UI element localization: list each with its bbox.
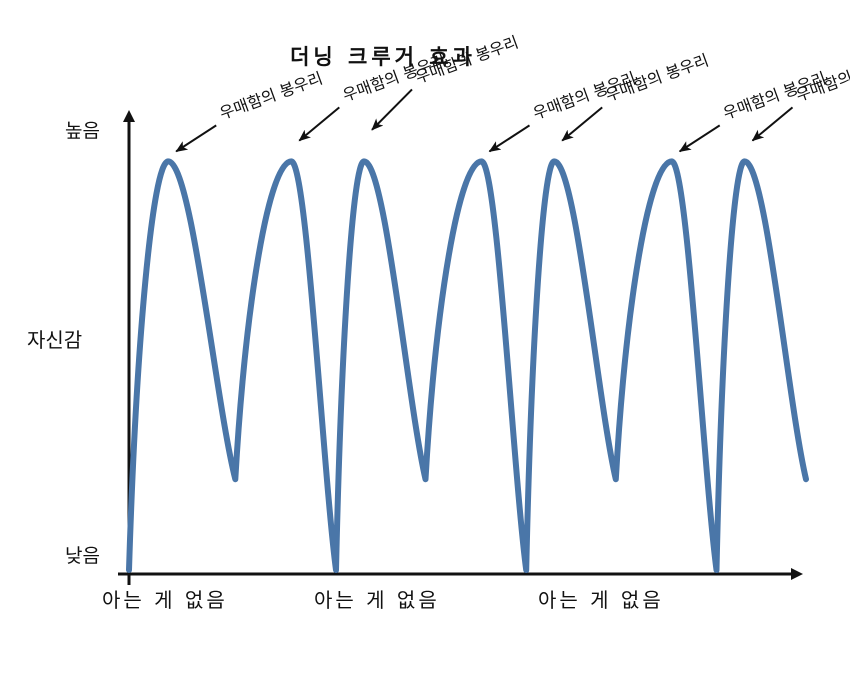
y-axis-label: 자신감 [27,328,82,352]
annotation-arrow [298,106,340,142]
x-label-1: 아는 게 없음 [102,588,228,612]
y-tick-high: 높음 [65,120,100,142]
annotation-arrow [751,106,794,142]
x-label-3: 아는 게 없음 [538,588,664,612]
series-layer [126,158,809,573]
confidence-series-line [126,158,809,573]
annotation-arrow [488,124,531,153]
y-tick-low: 낮음 [65,545,100,567]
annotation-arrow [678,124,721,153]
annotation-arrow [561,106,603,142]
x-label-2: 아는 게 없음 [314,588,440,612]
annotation-arrow [175,124,217,153]
chart-title: 더닝 크루거 효과 [290,45,476,69]
annotation-arrow [371,88,413,131]
peak-annotation-label: 우매함의 봉우리 [217,68,325,123]
